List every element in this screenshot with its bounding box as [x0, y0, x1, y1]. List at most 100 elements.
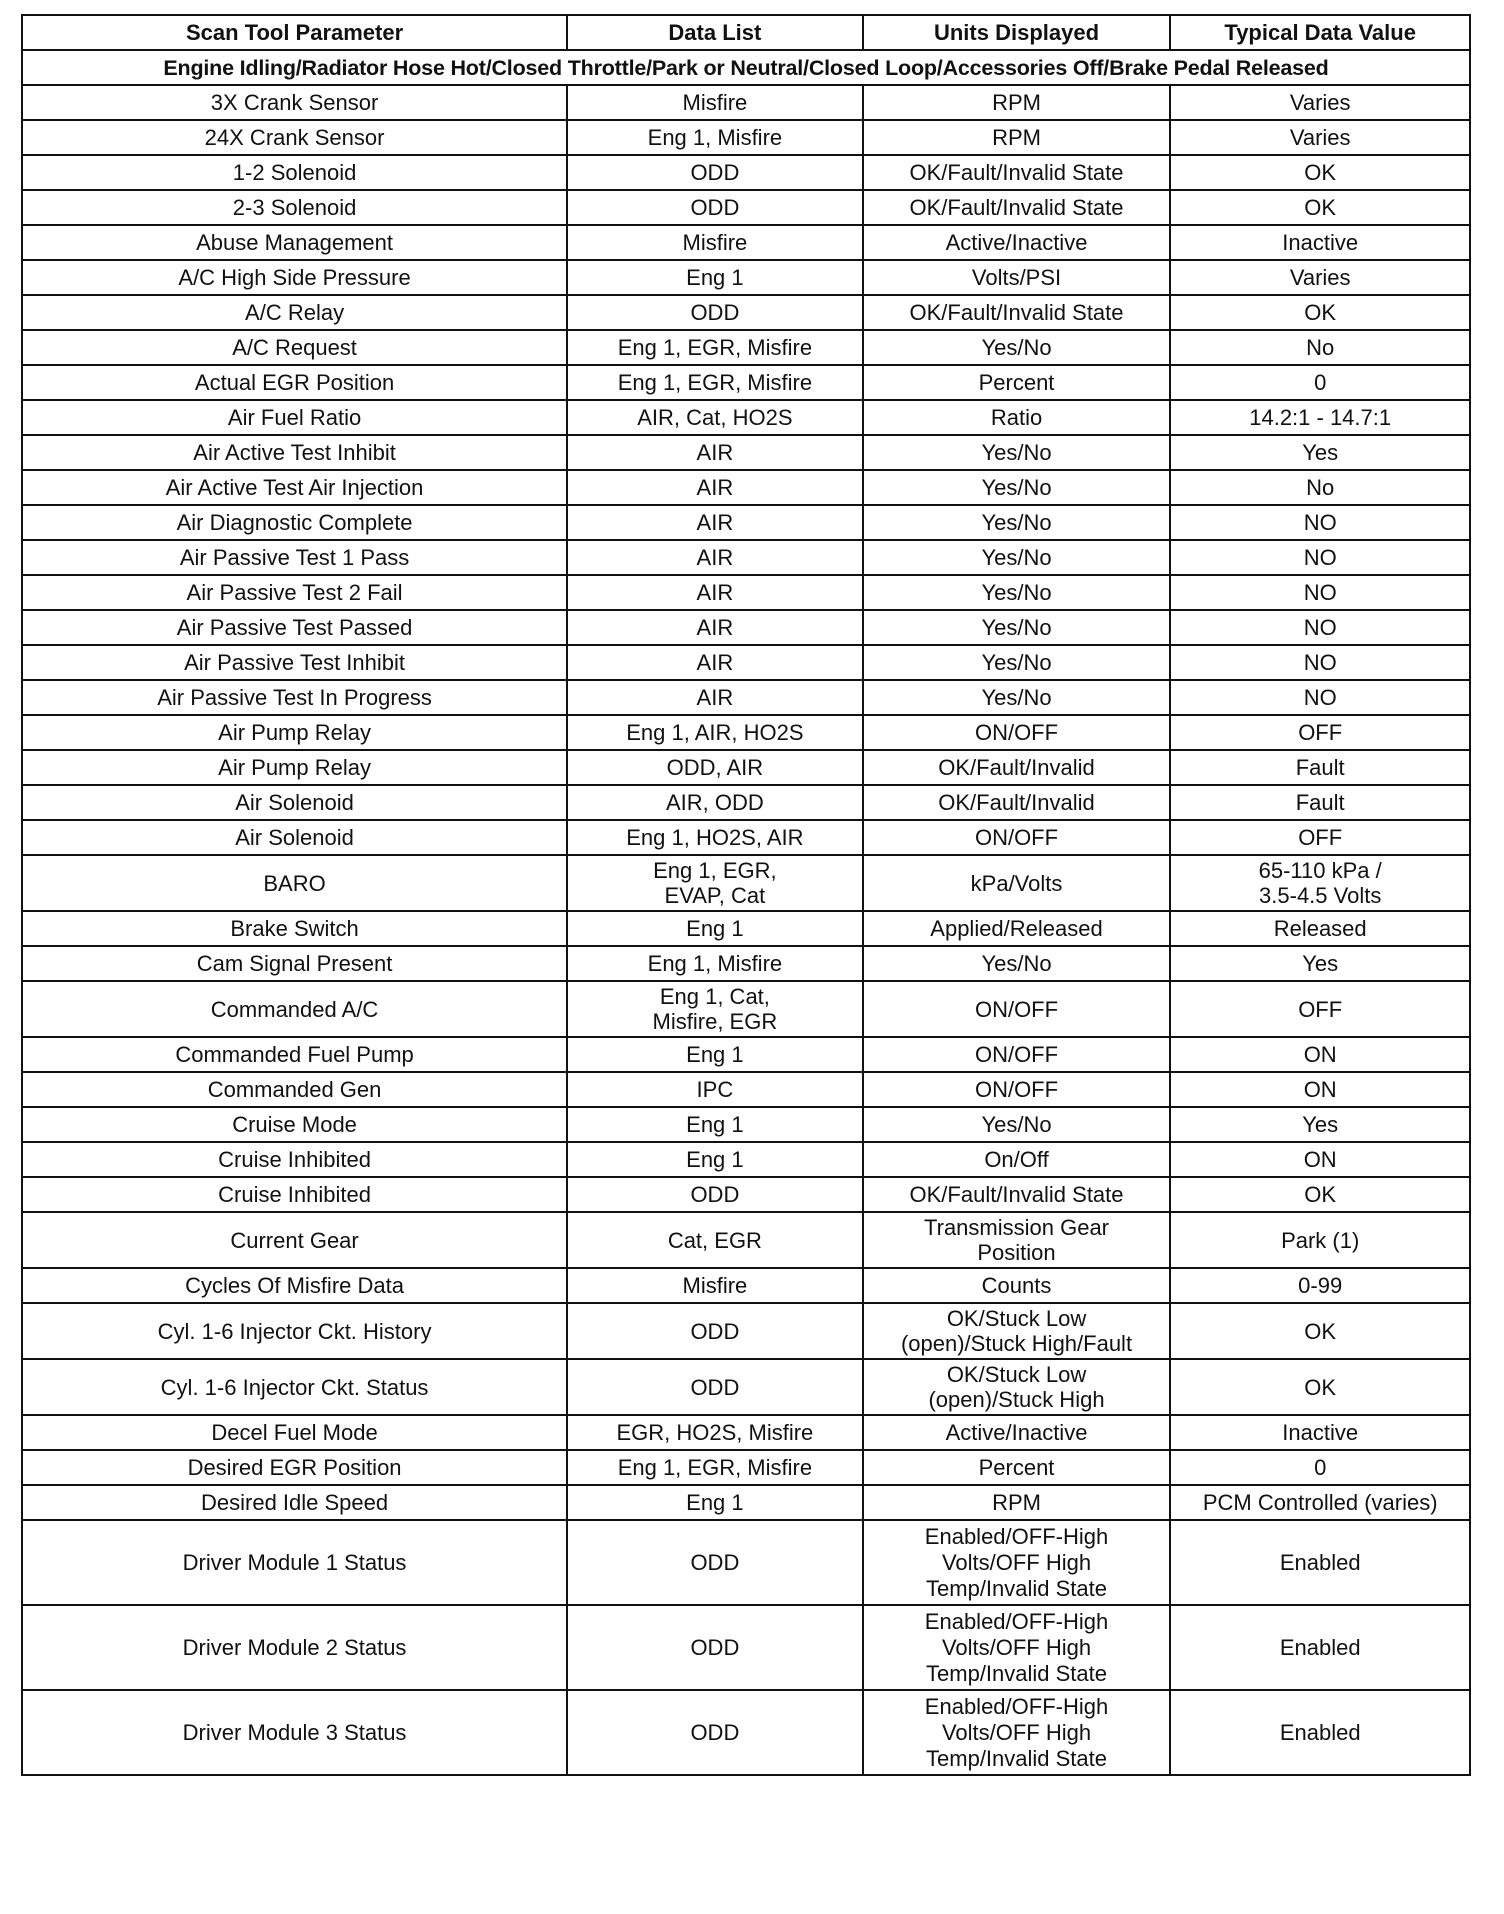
- units-cell: Yes/No: [861, 469, 1172, 506]
- table-row: A/C Request Eng 1, EGR, Misfire Yes/No No: [20, 329, 1471, 366]
- table-row: Air Passive Test Inhibit AIR Yes/No NO: [20, 644, 1471, 681]
- table-row: Desired Idle Speed Eng 1 RPM PCM Controlled…: [20, 1484, 1471, 1521]
- data-list-cell: ODD: [566, 294, 864, 331]
- condition-row: Engine Idling/Radiator Hose Hot/Closed T…: [21, 49, 1471, 86]
- data-list-cell: ODD: [566, 1358, 864, 1416]
- units-cell: Transmission Gear Position: [861, 1211, 1172, 1269]
- header-units-displayed: Units Displayed: [861, 14, 1172, 51]
- parameter-cell: Commanded A/C: [20, 980, 569, 1038]
- parameter-cell: Cyl. 1-6 Injector Ckt. History: [20, 1302, 569, 1360]
- table-row: Current Gear Cat, EGR Transmission Gear Po…: [20, 1211, 1471, 1269]
- units-cell: ON/OFF: [861, 819, 1172, 856]
- data-list-cell: Eng 1: [566, 1484, 864, 1521]
- data-list-cell: AIR: [566, 434, 864, 471]
- typical-value-cell: Fault: [1169, 749, 1471, 786]
- data-list-cell: AIR: [566, 574, 864, 611]
- data-list-cell: EGR, HO2S, Misfire: [566, 1414, 864, 1451]
- units-cell: Yes/No: [861, 644, 1172, 681]
- typical-value-cell: OK: [1169, 1358, 1471, 1416]
- units-cell: OK/Fault/Invalid: [861, 784, 1172, 821]
- data-list-cell: ODD: [566, 1519, 864, 1606]
- table-row: Cruise Inhibited Eng 1 On/Off ON: [20, 1141, 1471, 1178]
- typical-value-cell: Fault: [1169, 784, 1471, 821]
- parameter-cell: Commanded Fuel Pump: [20, 1036, 569, 1073]
- data-list-cell: IPC: [566, 1071, 864, 1108]
- typical-value-cell: OK: [1169, 154, 1471, 191]
- header-typical-data-value: Typical Data Value: [1169, 14, 1471, 51]
- typical-value-cell: OK: [1169, 294, 1471, 331]
- data-list-cell: Misfire: [566, 1267, 864, 1304]
- header-row: Scan Tool Parameter Data List Units Disp…: [20, 14, 1471, 51]
- typical-value-cell: 14.2:1 - 14.7:1: [1169, 399, 1471, 436]
- units-cell: ON/OFF: [861, 1036, 1172, 1073]
- table-row: Driver Module 2 Status ODD Enabled/OFF-Hig…: [20, 1604, 1471, 1691]
- typical-value-cell: 0: [1169, 364, 1471, 401]
- units-cell: Yes/No: [861, 574, 1172, 611]
- typical-value-cell: No: [1169, 469, 1471, 506]
- table-row: Commanded Gen IPC ON/OFF ON: [20, 1071, 1471, 1108]
- table-row: A/C High Side Pressure Eng 1 Volts/PSI Vari…: [20, 259, 1471, 296]
- parameter-cell: Air Passive Test In Progress: [20, 679, 569, 716]
- units-cell: OK/Fault/Invalid State: [861, 1176, 1172, 1213]
- table-row: Cyl. 1-6 Injector Ckt. History ODD OK/Stuc…: [20, 1302, 1471, 1360]
- table-row: 2-3 Solenoid ODD OK/Fault/Invalid State OK: [20, 189, 1471, 226]
- data-list-cell: Eng 1, EGR, Misfire: [566, 329, 864, 366]
- parameter-cell: Commanded Gen: [20, 1071, 569, 1108]
- typical-value-cell: NO: [1169, 609, 1471, 646]
- units-cell: ON/OFF: [861, 714, 1172, 751]
- units-cell: OK/Fault/Invalid State: [861, 294, 1172, 331]
- table-row: A/C Relay ODD OK/Fault/Invalid State OK: [20, 294, 1471, 331]
- units-cell: ON/OFF: [861, 980, 1172, 1038]
- data-list-cell: Eng 1: [566, 259, 864, 296]
- parameter-cell: Brake Switch: [20, 910, 569, 947]
- table-row: Air Fuel Ratio AIR, Cat, HO2S Ratio 14.2:1 …: [20, 399, 1471, 436]
- units-cell: ON/OFF: [861, 1071, 1172, 1108]
- data-list-cell: Misfire: [566, 84, 864, 121]
- typical-value-cell: 0-99: [1169, 1267, 1471, 1304]
- typical-value-cell: NO: [1169, 574, 1471, 611]
- parameter-cell: Cruise Inhibited: [20, 1141, 569, 1178]
- typical-value-cell: No: [1169, 329, 1471, 366]
- table-row: 3X Crank Sensor Misfire RPM Varies: [20, 84, 1471, 121]
- table-row: Cam Signal Present Eng 1, Misfire Yes/No Ye…: [20, 945, 1471, 982]
- data-list-cell: ODD: [566, 1176, 864, 1213]
- table-row: Commanded A/C Eng 1, Cat, Misfire, EGR ON/…: [20, 980, 1471, 1038]
- units-cell: Ratio: [861, 399, 1172, 436]
- parameter-cell: Air Diagnostic Complete: [20, 504, 569, 541]
- units-cell: Enabled/OFF-High Volts/OFF High Temp/Inv…: [861, 1689, 1172, 1776]
- scan-tool-data-table: Scan Tool Parameter Data List Units Disp…: [20, 14, 1471, 1776]
- units-cell: RPM: [861, 84, 1172, 121]
- typical-value-cell: 0: [1169, 1449, 1471, 1486]
- data-list-cell: Eng 1, EGR, Misfire: [566, 1449, 864, 1486]
- table-row: Air Passive Test Passed AIR Yes/No NO: [20, 609, 1471, 646]
- parameter-cell: Air Passive Test Passed: [20, 609, 569, 646]
- table-row: Driver Module 3 Status ODD Enabled/OFF-Hig…: [20, 1689, 1471, 1776]
- parameter-cell: Desired EGR Position: [20, 1449, 569, 1486]
- units-cell: Yes/No: [861, 434, 1172, 471]
- table-row: Cruise Mode Eng 1 Yes/No Yes: [20, 1106, 1471, 1143]
- data-list-cell: AIR, ODD: [566, 784, 864, 821]
- units-cell: RPM: [861, 119, 1172, 156]
- parameter-cell: A/C Request: [20, 329, 569, 366]
- data-list-cell: Cat, EGR: [566, 1211, 864, 1269]
- typical-value-cell: Yes: [1169, 1106, 1471, 1143]
- units-cell: Yes/No: [861, 945, 1172, 982]
- parameter-cell: Driver Module 2 Status: [20, 1604, 569, 1691]
- units-cell: Yes/No: [861, 1106, 1172, 1143]
- parameter-cell: Air Pump Relay: [20, 714, 569, 751]
- typical-value-cell: Enabled: [1169, 1689, 1471, 1776]
- typical-value-cell: Enabled: [1169, 1519, 1471, 1606]
- data-list-cell: Eng 1: [566, 1106, 864, 1143]
- units-cell: On/Off: [861, 1141, 1172, 1178]
- typical-value-cell: ON: [1169, 1036, 1471, 1073]
- data-list-cell: AIR: [566, 679, 864, 716]
- typical-value-cell: 65-110 kPa / 3.5-4.5 Volts: [1169, 854, 1471, 912]
- parameter-cell: BARO: [20, 854, 569, 912]
- parameter-cell: Desired Idle Speed: [20, 1484, 569, 1521]
- parameter-cell: Cruise Mode: [20, 1106, 569, 1143]
- units-cell: Yes/No: [861, 679, 1172, 716]
- table-row: BARO Eng 1, EGR, EVAP, Cat kPa/Volts 65-110…: [20, 854, 1471, 912]
- typical-value-cell: OFF: [1169, 980, 1471, 1038]
- parameter-cell: Air Active Test Air Injection: [20, 469, 569, 506]
- typical-value-cell: ON: [1169, 1071, 1471, 1108]
